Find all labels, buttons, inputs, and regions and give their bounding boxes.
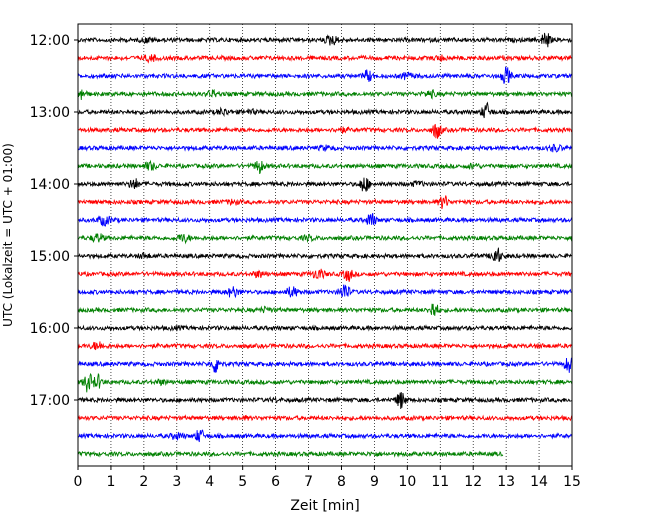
y-tick-label: 13:00	[30, 105, 70, 121]
x-tick-label: 13	[497, 474, 515, 490]
x-tick-label: 11	[431, 474, 449, 490]
x-tick-label: 10	[398, 474, 416, 490]
x-tick-label: 9	[370, 474, 379, 490]
x-tick-label: 1	[106, 474, 115, 490]
x-tick-label: 12	[464, 474, 482, 490]
trace-1415	[77, 195, 573, 210]
trace-1600	[77, 324, 573, 332]
y-tick-label: 15:00	[30, 249, 70, 265]
trace-1515	[77, 268, 573, 282]
y-tick-label: 16:00	[30, 321, 70, 337]
trace-1545	[77, 303, 573, 316]
trace-1530	[77, 284, 573, 299]
y-tick-label: 14:00	[30, 177, 70, 193]
y-tick-label: 17:00	[30, 393, 70, 409]
trace-1230	[77, 66, 573, 84]
x-tick-label: 5	[238, 474, 247, 490]
trace-1445	[77, 233, 573, 245]
x-tick-label: 3	[172, 474, 181, 490]
trace-1245	[77, 88, 573, 101]
x-tick-label: 6	[271, 474, 280, 490]
trace-1745	[77, 450, 504, 458]
trace-1400	[77, 177, 573, 192]
trace-1430	[77, 212, 573, 227]
y-tick-label: 12:00	[30, 33, 70, 49]
trace-1345	[77, 159, 573, 174]
trace-1300	[77, 101, 573, 119]
trace-1215	[77, 54, 573, 64]
trace-1615	[77, 341, 573, 351]
trace-1715	[77, 414, 573, 422]
trace-1630	[77, 357, 573, 373]
trace-1315	[77, 123, 573, 139]
x-tick-label: 15	[563, 474, 581, 490]
trace-1330	[77, 143, 573, 153]
trace-1645	[77, 372, 573, 393]
y-axis-ticks: 12:00 13:00 14:00 15:00 16:00 17:00	[30, 33, 78, 409]
x-tick-label: 14	[530, 474, 548, 490]
x-tick-label: 2	[139, 474, 148, 490]
trace-1200	[77, 32, 573, 48]
trace-layer	[77, 32, 573, 458]
x-tick-label: 0	[74, 474, 83, 490]
trace-1730	[77, 429, 573, 443]
trace-1700	[77, 392, 573, 410]
x-axis-label: Zeit [min]	[290, 498, 359, 514]
x-tick-label: 8	[337, 474, 346, 490]
x-axis-ticks: 0 1 2 3 4 5 6 7 8 9 10 11 12 13 14 15	[74, 466, 581, 490]
x-tick-label: 4	[205, 474, 214, 490]
trace-1500	[77, 247, 573, 262]
y-axis-label: UTC (Lokalzeit = UTC + 01:00)	[1, 143, 15, 327]
plot-frame	[77, 23, 573, 467]
x-tick-label: 7	[304, 474, 313, 490]
